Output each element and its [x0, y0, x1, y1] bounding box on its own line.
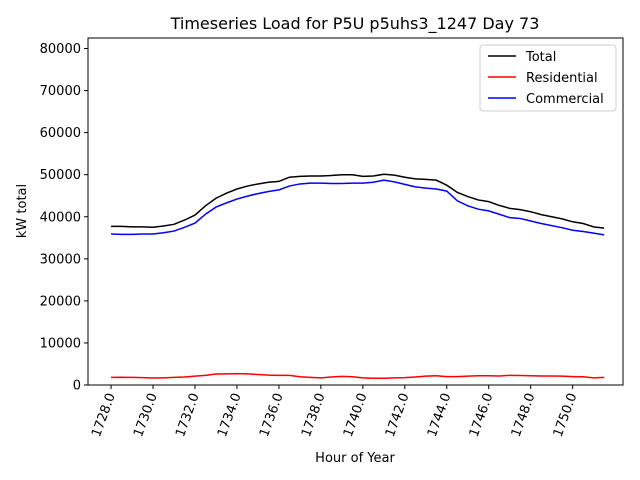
legend: Total Residential Commercial [479, 44, 617, 112]
y-tick-label: 80000 [40, 42, 81, 57]
x-axis-label: Hour of Year [315, 451, 395, 466]
x-tick-label: 1740.0 [341, 391, 371, 439]
x-tick-label: 1730.0 [131, 391, 161, 439]
x-tick-label: 1738.0 [299, 391, 329, 439]
x-tick-label: 1734.0 [215, 391, 245, 439]
y-tick-label: 70000 [40, 84, 81, 99]
y-tick-label: 10000 [40, 336, 81, 351]
y-tick-label: 40000 [40, 210, 81, 225]
legend-box [479, 44, 617, 112]
series-line-residential [111, 372, 605, 380]
y-axis-label: kW total [15, 184, 30, 238]
y-tick-label: 0 [73, 379, 81, 394]
legend-label-commercial: Commercial [526, 92, 604, 107]
series-line-total [111, 173, 605, 229]
y-tick-label: 20000 [40, 294, 81, 309]
legend-label-total: Total [525, 50, 556, 65]
y-tick-label: 30000 [40, 252, 81, 267]
x-tick-label: 1728.0 [89, 391, 119, 439]
x-tick-label: 1748.0 [509, 391, 539, 439]
x-tick-label: 1746.0 [467, 391, 497, 439]
series-line-commercial [111, 179, 605, 236]
x-tick-label: 1750.0 [551, 391, 581, 439]
plot-frame [87, 37, 624, 386]
x-tick-label: 1732.0 [173, 391, 203, 439]
x-axis-ticks: 1728.0 1730.0 1732.0 1734.0 1736.0 1738.0 1740… [89, 385, 580, 439]
plot-lines [111, 173, 605, 380]
x-tick-label: 1742.0 [383, 391, 413, 439]
x-tick-label: 1744.0 [425, 391, 455, 439]
y-axis-ticks: 0 10000 20000 30000 40000 50000 60000 70000 8000… [40, 42, 88, 394]
y-tick-label: 50000 [40, 168, 81, 183]
y-tick-label: 60000 [40, 126, 81, 141]
legend-label-residential: Residential [526, 71, 598, 86]
chart-title: Timeseries Load for P5U p5uhs3_1247 Day … [170, 14, 540, 34]
x-tick-label: 1736.0 [257, 391, 287, 439]
